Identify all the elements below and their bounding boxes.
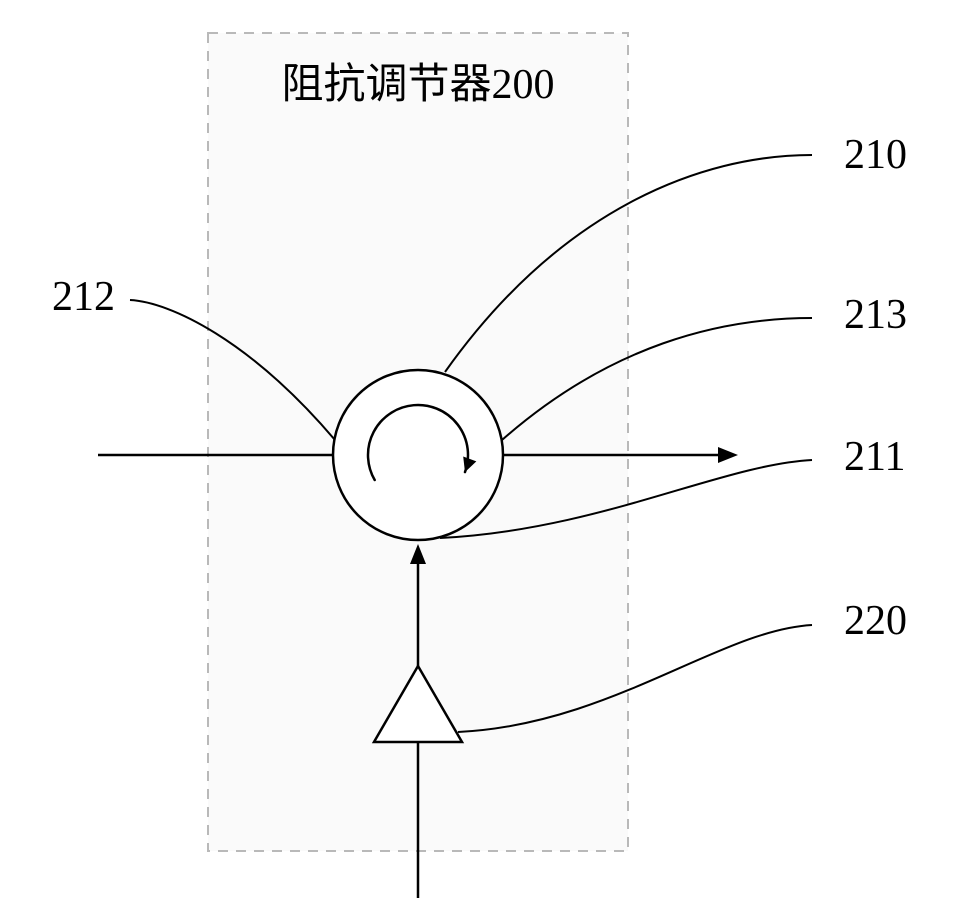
callout-211-label: 211: [844, 434, 905, 480]
diagram-svg: 阻抗调节器200 210 213 211 220 212: [0, 0, 979, 899]
callout-220-label: 220: [844, 598, 907, 644]
callout-210-label: 210: [844, 132, 907, 178]
callout-213-label: 213: [844, 292, 907, 338]
module-title: 阻抗调节器200: [281, 61, 554, 108]
callout-212-label: 212: [52, 274, 115, 320]
circulator-circle: [333, 370, 503, 540]
